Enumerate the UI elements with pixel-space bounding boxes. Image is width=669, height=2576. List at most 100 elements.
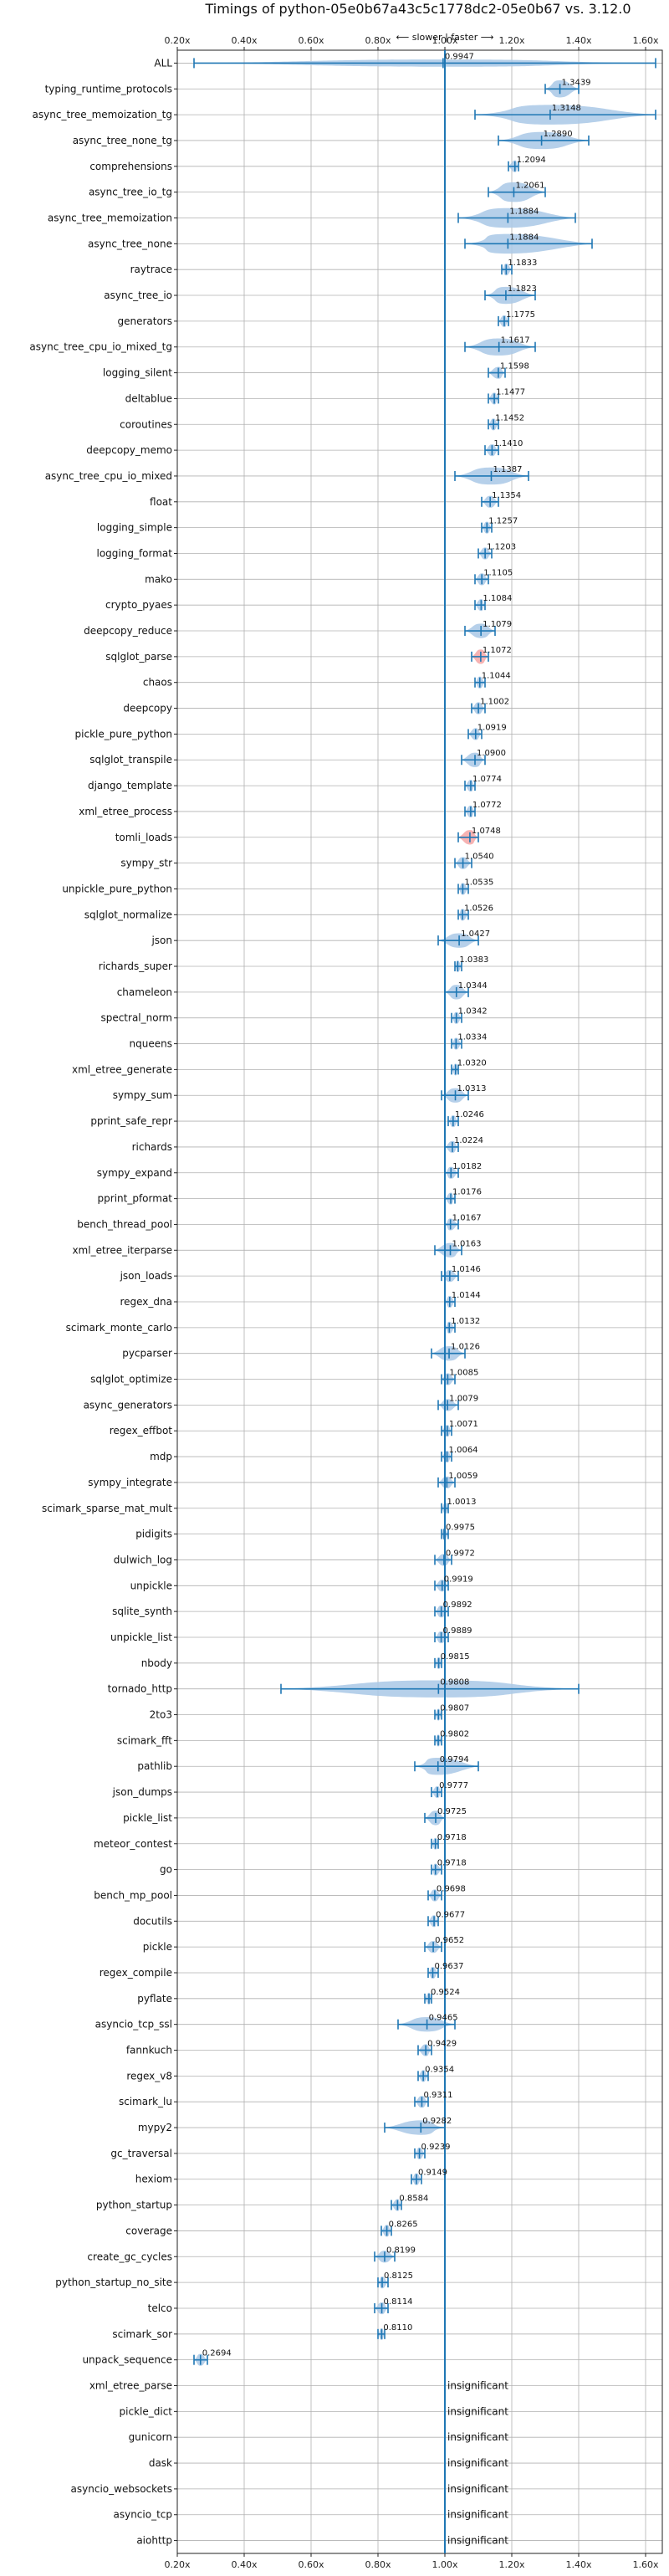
benchmark-name: async_tree_memoization_tg xyxy=(33,109,172,120)
value-label: 1.1044 xyxy=(482,672,511,681)
benchmark-name: telco xyxy=(148,2302,172,2314)
benchmark-name: xml_etree_generate xyxy=(72,1063,172,1075)
benchmark-name: unpack_sequence xyxy=(82,2354,172,2366)
value-label: 1.1598 xyxy=(500,362,529,371)
value-label: 1.1387 xyxy=(493,465,522,474)
benchmark-name: nqueens xyxy=(130,1038,172,1050)
benchmark-name: async_tree_io_tg xyxy=(89,187,172,198)
benchmark-name: pickle_list xyxy=(123,1812,172,1824)
insignificant-label: insignificant xyxy=(447,2483,508,2495)
benchmark-name: fannkuch xyxy=(126,2045,172,2056)
benchmark-name: chaos xyxy=(143,677,172,689)
benchmark-name: go xyxy=(160,1864,172,1876)
value-label: 1.1884 xyxy=(509,207,539,216)
value-label: 1.2890 xyxy=(544,130,573,139)
value-label: 1.1354 xyxy=(492,491,521,500)
value-label: 0.8125 xyxy=(384,2271,413,2281)
benchmark-name: regex_compile xyxy=(100,1967,172,1979)
direction-note: ⟵ slower | faster ⟶ xyxy=(396,32,494,43)
benchmark-name: pprint_pformat xyxy=(98,1193,173,1205)
benchmark-name: deepcopy_reduce xyxy=(84,625,172,637)
x-tick-label-bottom: 1.20x xyxy=(498,2559,524,2570)
benchmark-name: deltablue xyxy=(125,392,172,404)
benchmark-name: deepcopy xyxy=(123,703,172,714)
benchmark-name: typing_runtime_protocols xyxy=(45,83,172,95)
x-tick-label-top: 1.20x xyxy=(498,35,524,46)
benchmark-name: meteor_contest xyxy=(94,1838,172,1850)
x-tick-label-top: 1.40x xyxy=(565,35,591,46)
value-label: 0.9975 xyxy=(446,1524,475,1533)
benchmark-name: sqlglot_normalize xyxy=(84,909,172,920)
insignificant-label: insignificant xyxy=(447,2380,508,2392)
value-label: 0.9947 xyxy=(445,52,474,61)
value-label: 0.9807 xyxy=(440,1704,469,1713)
value-label: 0.9652 xyxy=(435,1936,464,1945)
value-label: 1.1833 xyxy=(508,259,537,268)
value-label: 0.8584 xyxy=(399,2194,428,2204)
value-label: 1.0748 xyxy=(472,827,501,836)
value-label: 0.9677 xyxy=(436,1910,465,1919)
label-layer: ALL 0.9947 typing_runtime_protocols 1.3439 a… xyxy=(29,52,590,2546)
value-label: 1.1079 xyxy=(483,620,512,629)
value-label: 1.1203 xyxy=(487,542,516,551)
benchmark-name: comprehensions xyxy=(89,161,172,172)
value-label: 1.0167 xyxy=(452,1213,482,1222)
value-label: 0.9311 xyxy=(423,2091,452,2100)
benchmark-name: spectral_norm xyxy=(100,1012,172,1024)
benchmark-name: bench_mp_pool xyxy=(94,1889,172,1901)
benchmark-name: sqlglot_transpile xyxy=(89,754,172,766)
benchmark-name: async_tree_cpu_io_mixed_tg xyxy=(29,341,172,353)
value-label: 1.1105 xyxy=(483,568,513,577)
value-label: 1.0163 xyxy=(452,1239,482,1248)
benchmark-name: python_startup_no_site xyxy=(55,2276,172,2288)
benchmark-name: async_tree_cpu_io_mixed xyxy=(45,470,172,482)
benchmark-name: float xyxy=(150,496,172,508)
benchmark-name: scimark_lu xyxy=(119,2096,172,2107)
benchmark-name: sqlglot_parse xyxy=(105,651,172,663)
benchmark-name: pidigits xyxy=(135,1529,172,1540)
benchmark-name: pycparser xyxy=(122,1348,172,1360)
value-label: 0.9282 xyxy=(422,2117,452,2126)
benchmark-name: django_template xyxy=(88,780,172,791)
benchmark-name: xml_etree_parse xyxy=(89,2380,172,2392)
value-label: 1.0059 xyxy=(448,1472,477,1481)
benchmark-name: create_gc_cycles xyxy=(87,2251,172,2262)
value-label: 0.9698 xyxy=(437,1884,466,1893)
benchmark-name: async_tree_memoization xyxy=(48,212,172,223)
benchmark-name: richards xyxy=(132,1141,172,1153)
benchmark-name: logging_simple xyxy=(97,522,172,534)
value-label: 0.2694 xyxy=(202,2349,232,2358)
x-tick-label-bottom: 1.60x xyxy=(632,2559,658,2570)
benchmark-name: raytrace xyxy=(130,264,172,275)
value-label: 1.1884 xyxy=(509,233,539,242)
benchmark-name: asyncio_websockets xyxy=(71,2483,172,2495)
value-label: 1.1617 xyxy=(501,336,530,346)
benchmark-name: gc_traversal xyxy=(110,2148,172,2159)
benchmark-name: richards_super xyxy=(99,960,172,972)
benchmark-name: dask xyxy=(149,2457,172,2469)
benchmark-name: scimark_sparse_mat_mult xyxy=(42,1503,172,1514)
benchmark-name: coverage xyxy=(125,2225,172,2236)
value-label: 1.0535 xyxy=(464,878,493,887)
value-label: 0.9802 xyxy=(440,1729,469,1739)
value-label: 1.0079 xyxy=(449,1394,478,1403)
value-label: 1.3148 xyxy=(552,104,581,113)
x-tick-label-top: 0.20x xyxy=(164,35,190,46)
value-label: 1.0427 xyxy=(461,930,490,939)
value-label: 1.2094 xyxy=(517,156,546,165)
x-tick-label-top: 0.40x xyxy=(231,35,257,46)
value-label: 1.0540 xyxy=(465,853,494,862)
benchmark-name: mdp xyxy=(150,1451,172,1462)
x-tick-label-bottom: 1.40x xyxy=(565,2559,591,2570)
value-label: 0.9808 xyxy=(440,1678,469,1687)
benchmark-name: unpickle_pure_python xyxy=(62,883,172,894)
value-label: 1.0774 xyxy=(472,775,502,784)
value-label: 1.1410 xyxy=(493,439,523,448)
benchmark-name: regex_dna xyxy=(120,1296,172,1308)
x-tick-label-top: 1.60x xyxy=(632,35,658,46)
value-label: 1.1002 xyxy=(480,698,509,707)
benchmark-name: xml_etree_process xyxy=(79,806,172,817)
x-tick-label-top: 0.80x xyxy=(365,35,391,46)
benchmark-name: unpickle_list xyxy=(110,1631,172,1643)
benchmark-name: asyncio_tcp_ssl xyxy=(95,2019,172,2031)
